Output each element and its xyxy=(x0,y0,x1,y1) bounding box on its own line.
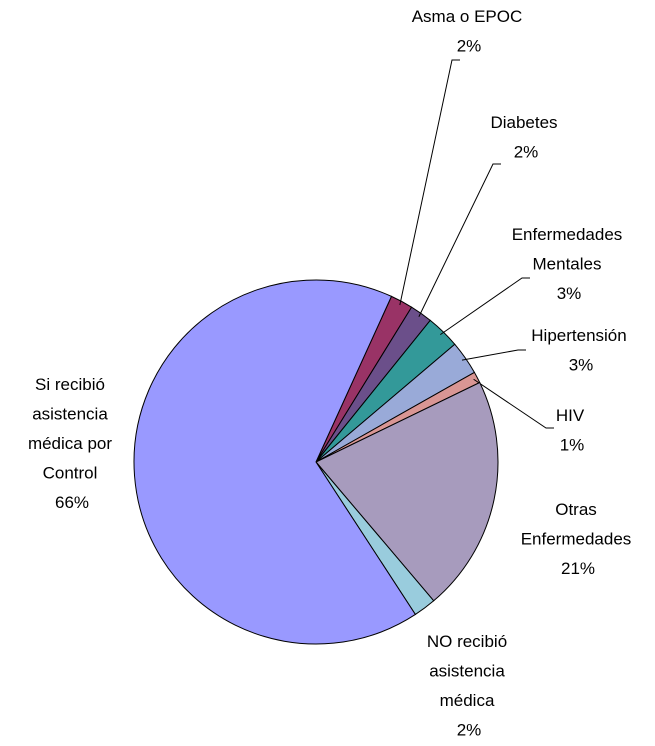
label-line: Enfermedades xyxy=(512,225,623,244)
slice-value-label: 66% xyxy=(55,493,89,512)
leader-line xyxy=(461,349,526,361)
label-line: NO recibió xyxy=(427,632,507,651)
label-line: Hipertensión xyxy=(531,326,626,345)
leader-line xyxy=(473,378,554,429)
slice-label: Si recibió asistencia médica por Control xyxy=(28,375,112,483)
label-line: Otras xyxy=(555,500,597,519)
pie-slice xyxy=(315,381,499,602)
label-line: Control xyxy=(43,464,98,483)
slice-label: Otras Enfermedades xyxy=(521,500,632,549)
label-line: Diabetes xyxy=(490,113,557,132)
slice-label: Diabetes xyxy=(490,113,557,132)
slice-label: Asma o EPOC xyxy=(412,7,523,26)
slice-value-label: 2% xyxy=(457,721,482,740)
slice-value-label: 1% xyxy=(560,436,585,455)
slice-value-label: 21% xyxy=(561,559,595,578)
pie-slice xyxy=(133,279,417,645)
label-line: Mentales xyxy=(533,255,602,274)
leader-line xyxy=(418,163,501,317)
leader-line xyxy=(399,59,460,306)
slice-label: HIV xyxy=(556,406,585,425)
label-line: médica xyxy=(440,691,495,710)
label-line: médica por xyxy=(28,434,112,453)
leader-line xyxy=(440,277,530,336)
label-line: HIV xyxy=(556,406,585,425)
label-line: Si recibió xyxy=(35,375,105,394)
label-line: Enfermedades xyxy=(521,530,632,549)
slice-value-label: 3% xyxy=(569,356,594,375)
slice-label: NO recibió asistencia médica xyxy=(427,632,507,710)
slice-label: Hipertensión xyxy=(531,326,626,345)
slice-value-label: 2% xyxy=(457,37,482,56)
slice-value-label: 3% xyxy=(557,284,582,303)
slice-label: Enfermedades Mentales xyxy=(512,225,623,274)
label-line: asistencia xyxy=(429,662,505,681)
slice-value-label: 2% xyxy=(514,143,539,162)
label-line: asistencia xyxy=(32,405,108,424)
label-line: Asma o EPOC xyxy=(412,7,523,26)
